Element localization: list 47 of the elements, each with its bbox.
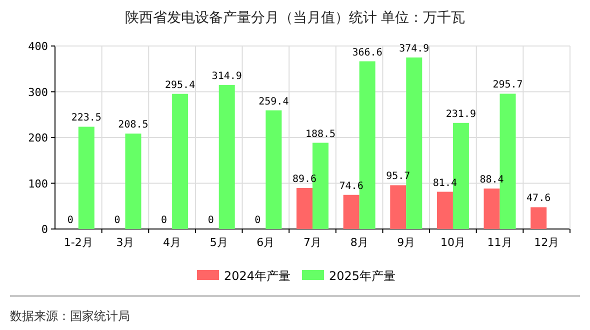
- bar: [343, 194, 360, 229]
- data-label: 188.5: [305, 128, 336, 140]
- data-label: 295.4: [164, 80, 196, 91]
- y-tick-label: 100: [28, 177, 48, 190]
- data-label: 223.5: [71, 112, 102, 124]
- legend-label: 2025年产量: [329, 269, 396, 283]
- bar: [125, 134, 142, 229]
- data-label: 231.9: [446, 108, 476, 120]
- bar: [530, 207, 547, 229]
- data-label: 259.4: [258, 96, 289, 108]
- bar: [78, 126, 94, 229]
- data-label: 0: [208, 215, 214, 226]
- bar: [172, 94, 188, 229]
- y-tick-label: 200: [28, 132, 48, 144]
- data-label: 0: [254, 215, 261, 226]
- bar: [484, 188, 500, 229]
- x-tick-label: 6月: [256, 236, 275, 249]
- x-tick-label: 8月: [350, 236, 368, 249]
- x-tick-label: 4月: [163, 236, 182, 249]
- data-label: 0: [161, 215, 168, 226]
- x-tick-label: 3月: [116, 236, 134, 249]
- chart-title: 陕西省发电设备产量分月（当月值）统计 单位：万千瓦: [124, 10, 466, 26]
- x-tick-label: 7月: [304, 236, 322, 249]
- data-label: 314.9: [212, 70, 242, 82]
- data-label: 366.6: [352, 47, 382, 58]
- data-label: 0: [67, 215, 74, 226]
- data-label: 208.5: [118, 120, 148, 131]
- data-label: 47.6: [526, 193, 551, 204]
- y-tick-label: 400: [28, 40, 48, 53]
- data-label: 295.7: [492, 80, 523, 91]
- x-tick-label: 11月: [487, 236, 512, 249]
- x-tick-label: 9月: [397, 236, 416, 249]
- source-note: 数据来源：国家统计局: [10, 309, 130, 323]
- x-tick-label: 12月: [534, 236, 560, 249]
- bar: [296, 188, 312, 229]
- y-tick-label: 300: [28, 86, 48, 99]
- bar: [436, 192, 453, 229]
- data-label: 0: [114, 215, 120, 226]
- legend-label: 2024年产量: [224, 269, 291, 283]
- x-tick-label: 5月: [210, 236, 228, 249]
- bar: [390, 185, 406, 229]
- bar: [218, 84, 235, 229]
- y-tick-label: 0: [41, 223, 48, 236]
- data-label: 374.9: [399, 43, 430, 54]
- x-tick-label: 10月: [440, 236, 466, 249]
- bar: [266, 110, 282, 229]
- x-tick-label: 1-2月: [64, 236, 93, 249]
